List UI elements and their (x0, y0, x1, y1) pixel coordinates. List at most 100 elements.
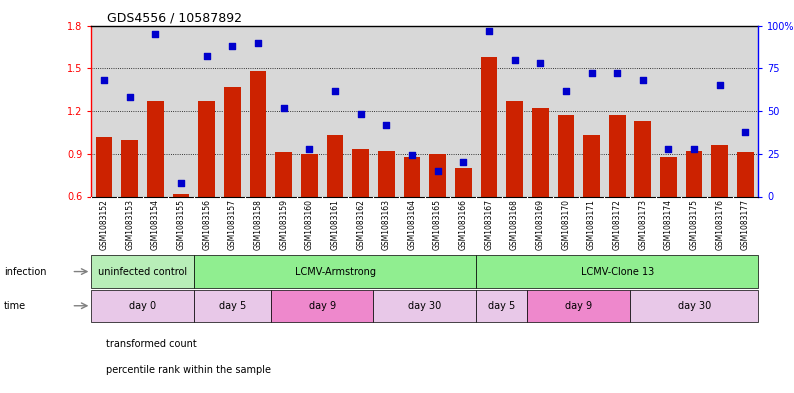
Bar (224, 87, 241, 196)
Point (585, 70, 598, 77)
Text: GSM1083170: GSM1083170 (561, 199, 570, 250)
Point (508, 57, 521, 63)
Text: day 9: day 9 (565, 301, 592, 311)
Text: percentile rank within the sample: percentile rank within the sample (106, 365, 271, 375)
Point (560, 87, 572, 94)
Text: GSM1083176: GSM1083176 (715, 199, 724, 250)
Text: GSM1083173: GSM1083173 (638, 199, 647, 250)
Point (688, 145, 700, 152)
Point (277, 105, 290, 111)
Bar (527, 290, 630, 322)
Bar (507, 101, 523, 196)
Text: LCMV-Armstrong: LCMV-Armstrong (295, 266, 376, 277)
Bar (557, 115, 574, 196)
Text: GSM1083152: GSM1083152 (99, 199, 109, 250)
Text: GSM1083158: GSM1083158 (253, 199, 263, 250)
Text: GSM1083155: GSM1083155 (176, 199, 186, 250)
Text: day 5: day 5 (219, 301, 246, 311)
Point (483, 28, 495, 34)
Text: day 9: day 9 (309, 301, 336, 311)
Bar (301, 154, 318, 196)
Point (739, 129, 752, 135)
Text: GSM1083177: GSM1083177 (741, 199, 750, 250)
Bar (584, 135, 600, 196)
Point (123, 94, 136, 101)
Point (175, 180, 187, 186)
Text: uninfected control: uninfected control (98, 266, 187, 277)
Text: GSM1083163: GSM1083163 (382, 199, 391, 250)
Bar (403, 156, 420, 196)
Bar (173, 194, 190, 196)
Point (200, 53, 213, 59)
Bar (271, 290, 373, 322)
Text: GSM1083162: GSM1083162 (357, 199, 365, 250)
Text: GSM1083166: GSM1083166 (459, 199, 468, 250)
Point (534, 60, 546, 66)
Bar (480, 57, 497, 196)
Bar (147, 101, 164, 196)
Text: GSM1083153: GSM1083153 (125, 199, 134, 250)
Bar (476, 255, 758, 288)
Text: GSM1083159: GSM1083159 (279, 199, 288, 250)
Bar (430, 154, 446, 196)
Text: LCMV-Clone 13: LCMV-Clone 13 (580, 266, 653, 277)
Text: GSM1083169: GSM1083169 (536, 199, 545, 250)
Bar (121, 140, 138, 196)
Bar (476, 290, 527, 322)
Bar (455, 168, 472, 196)
Text: GSM1083160: GSM1083160 (305, 199, 314, 250)
Text: GSM1083175: GSM1083175 (690, 199, 699, 250)
Point (431, 168, 444, 174)
Text: GSM1083154: GSM1083154 (151, 199, 160, 250)
Point (611, 70, 623, 77)
Text: GDS4556 / 10587892: GDS4556 / 10587892 (107, 12, 242, 25)
Text: day 0: day 0 (129, 301, 156, 311)
Text: GSM1083157: GSM1083157 (228, 199, 237, 250)
Text: day 30: day 30 (677, 301, 711, 311)
Bar (276, 152, 292, 196)
Bar (686, 151, 703, 196)
Bar (609, 115, 626, 196)
Bar (353, 149, 369, 196)
Bar (96, 137, 113, 196)
Text: transformed count: transformed count (106, 339, 196, 349)
Point (457, 159, 469, 165)
Bar (198, 101, 215, 196)
Text: GSM1083172: GSM1083172 (613, 199, 622, 250)
Bar (630, 290, 758, 322)
Text: GSM1083164: GSM1083164 (407, 199, 417, 250)
Bar (373, 290, 476, 322)
Point (149, 31, 162, 37)
Text: GSM1083167: GSM1083167 (484, 199, 493, 250)
Point (252, 39, 264, 46)
Bar (532, 108, 549, 196)
Point (98, 77, 110, 83)
Point (329, 87, 341, 94)
Bar (660, 156, 676, 196)
Point (662, 145, 675, 152)
Text: GSM1083174: GSM1083174 (664, 199, 673, 250)
Text: GSM1083156: GSM1083156 (202, 199, 211, 250)
Bar (249, 71, 267, 196)
Point (637, 77, 649, 83)
Bar (711, 145, 728, 196)
Bar (194, 290, 271, 322)
Bar (194, 255, 476, 288)
Bar (91, 255, 194, 288)
Bar (326, 135, 343, 196)
Point (380, 121, 393, 128)
Text: GSM1083161: GSM1083161 (330, 199, 340, 250)
Point (406, 152, 418, 159)
Point (226, 43, 239, 49)
Text: day 30: day 30 (408, 301, 441, 311)
Text: time: time (4, 301, 26, 311)
Bar (634, 121, 651, 196)
Point (714, 82, 727, 88)
Point (354, 111, 367, 118)
Bar (91, 290, 194, 322)
Bar (737, 152, 754, 196)
Text: infection: infection (4, 266, 47, 277)
Text: GSM1083171: GSM1083171 (587, 199, 596, 250)
Text: GSM1083165: GSM1083165 (433, 199, 442, 250)
Bar (378, 151, 395, 196)
